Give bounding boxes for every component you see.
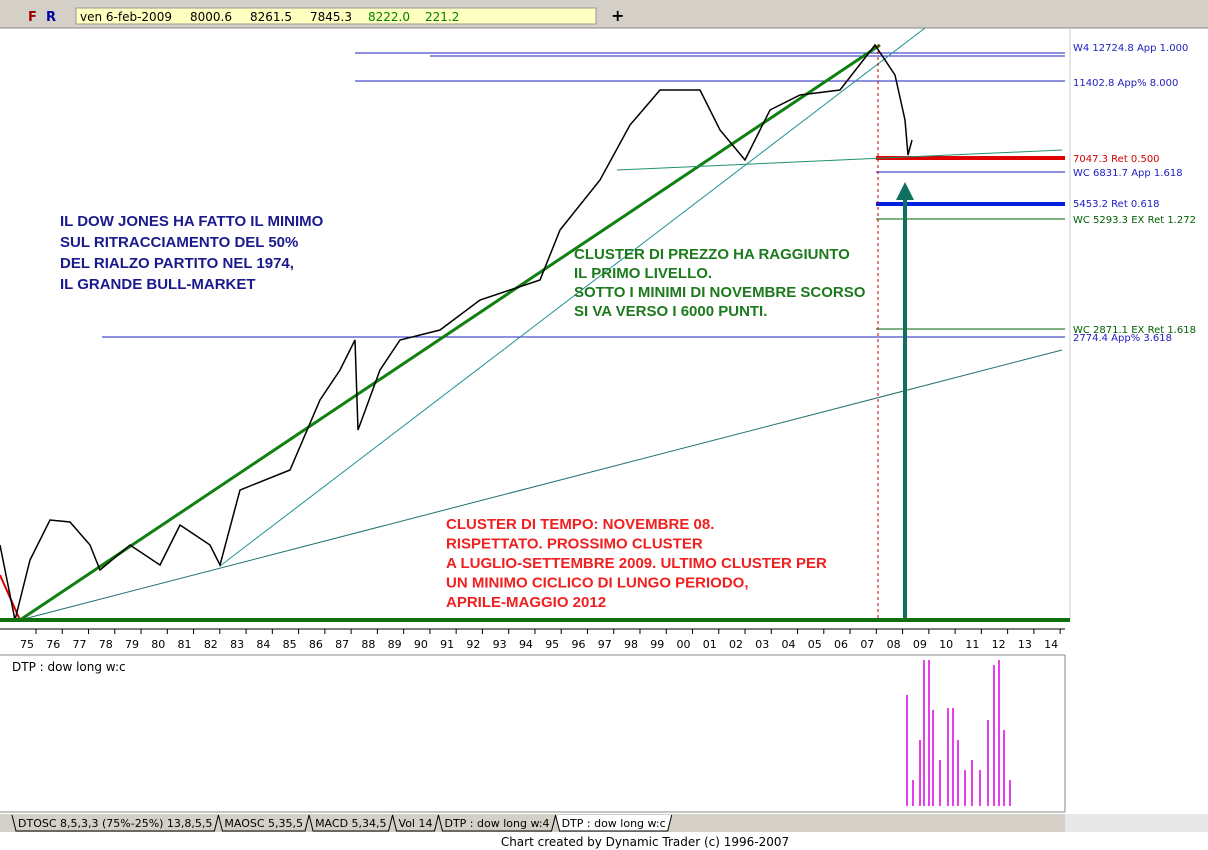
x-tick-label: 76 (46, 638, 60, 651)
annotation-blue: SUL RITRACCIAMENTO DEL 50% (60, 234, 298, 251)
info-high: 8261.5 (250, 10, 292, 24)
x-tick-label: 92 (466, 638, 480, 651)
level-label: 11402.8 App% 8.000 (1073, 78, 1178, 89)
level-label: 7047.3 Ret 0.500 (1073, 154, 1160, 165)
tab-outline (308, 814, 394, 832)
x-tick-label: 78 (99, 638, 113, 651)
annotation-blue: IL GRANDE BULL-MARKET (60, 276, 256, 293)
x-tick-label: 00 (677, 638, 691, 651)
tab-outline (392, 814, 439, 832)
x-tick-label: 07 (860, 638, 874, 651)
x-tick-label: 89 (388, 638, 402, 651)
x-tick-label: 09 (913, 638, 927, 651)
tab-outline (11, 814, 219, 832)
x-tick-label: 08 (887, 638, 901, 651)
info-close: 8222.0 (368, 10, 410, 24)
x-tick-label: 95 (545, 638, 559, 651)
indicator-tab[interactable]: Vol 14 (399, 817, 433, 830)
x-tick-label: 97 (598, 638, 612, 651)
annotation-green: SI VA VERSO I 6000 PUNTI. (574, 303, 767, 320)
x-tick-label: 77 (73, 638, 87, 651)
indicator-tab[interactable]: DTOSC 8,5,3,3 (75%-25%) 13,8,5,5 (18, 817, 212, 830)
tab-outline (555, 814, 673, 832)
x-tick-label: 87 (335, 638, 349, 651)
x-tick-label: 11 (965, 638, 979, 651)
annotation-red: UN MINIMO CICLICO DI LUNGO PERIODO, (446, 575, 749, 592)
info-low: 7845.3 (310, 10, 352, 24)
level-label: WC 6831.7 App 1.618 (1073, 168, 1183, 179)
indicator-tab[interactable]: DTP : dow long w:c (562, 817, 666, 830)
annotation-red: RISPETTATO. PROSSIMO CLUSTER (446, 536, 703, 553)
tab-outline (217, 814, 310, 832)
x-tick-label: 93 (493, 638, 507, 651)
indicator-tab[interactable]: MAOSC 5,35,5 (224, 817, 303, 830)
x-tick-label: 04 (782, 638, 796, 651)
annotation-blue: DEL RIALZO PARTITO NEL 1974, (60, 255, 294, 272)
x-tick-label: 03 (755, 638, 769, 651)
panel-label: DTP : dow long w:c (12, 660, 126, 674)
x-tick-label: 88 (361, 638, 375, 651)
annotation-red: APRILE-MAGGIO 2012 (446, 594, 606, 611)
x-tick-label: 96 (571, 638, 585, 651)
x-tick-label: 84 (256, 638, 270, 651)
r-button[interactable]: R (46, 10, 56, 25)
x-tick-label: 83 (230, 638, 244, 651)
x-tick-label: 79 (125, 638, 139, 651)
annotation-blue: IL DOW JONES HA FATTO IL MINIMO (60, 213, 324, 230)
x-tick-label: 82 (204, 638, 218, 651)
info-open: 8000.6 (190, 10, 232, 24)
x-tick-label: 85 (283, 638, 297, 651)
x-tick-label: 98 (624, 638, 638, 651)
x-tick-label: 75 (20, 638, 34, 651)
level-label: 5453.2 Ret 0.618 (1073, 199, 1160, 210)
f-button[interactable]: F (28, 10, 37, 25)
x-tick-label: 05 (808, 638, 822, 651)
x-tick-label: 02 (729, 638, 743, 651)
indicator-tab[interactable]: MACD 5,34,5 (315, 817, 386, 830)
x-tick-label: 86 (309, 638, 323, 651)
x-tick-label: 91 (440, 638, 454, 651)
info-box (75, 7, 597, 25)
x-tick-label: 06 (834, 638, 848, 651)
tab-outline (437, 814, 557, 832)
info-change: 221.2 (425, 10, 459, 24)
annotation-green: IL PRIMO LIVELLO. (574, 265, 712, 282)
x-tick-label: 81 (178, 638, 192, 651)
x-tick-label: 01 (703, 638, 717, 651)
annotation-red: A LUGLIO-SETTEMBRE 2009. ULTIMO CLUSTER … (446, 555, 827, 572)
x-tick-label: 10 (939, 638, 953, 651)
annotation-green: SOTTO I MINIMI DI NOVEMBRE SCORSO (574, 284, 866, 301)
x-tick-label: 14 (1044, 638, 1058, 651)
x-tick-label: 13 (1018, 638, 1032, 651)
crosshair-icon[interactable]: + (611, 6, 624, 25)
level-label: WC 2871.1 EX Ret 1.618 (1073, 325, 1196, 336)
level-label: 2774.4 App% 3.618 (1073, 333, 1172, 344)
annotation-red: CLUSTER DI TEMPO: NOVEMBRE 08. (446, 516, 714, 533)
info-date: ven 6-feb-2009 (80, 10, 172, 24)
level-label: WC 5293.3 EX Ret 1.272 (1073, 215, 1196, 226)
annotation-green: CLUSTER DI PREZZO HA RAGGIUNTO (574, 246, 850, 263)
x-tick-label: 99 (650, 638, 664, 651)
x-tick-label: 12 (992, 638, 1006, 651)
footer: Chart created by Dynamic Trader (c) 1996… (501, 835, 789, 849)
x-tick-label: 80 (151, 638, 165, 651)
x-tick-label: 90 (414, 638, 428, 651)
x-tick-label: 94 (519, 638, 533, 651)
level-label: W4 12724.8 App 1.000 (1073, 43, 1188, 54)
indicator-tab[interactable]: DTP : dow long w:4 (444, 817, 549, 830)
